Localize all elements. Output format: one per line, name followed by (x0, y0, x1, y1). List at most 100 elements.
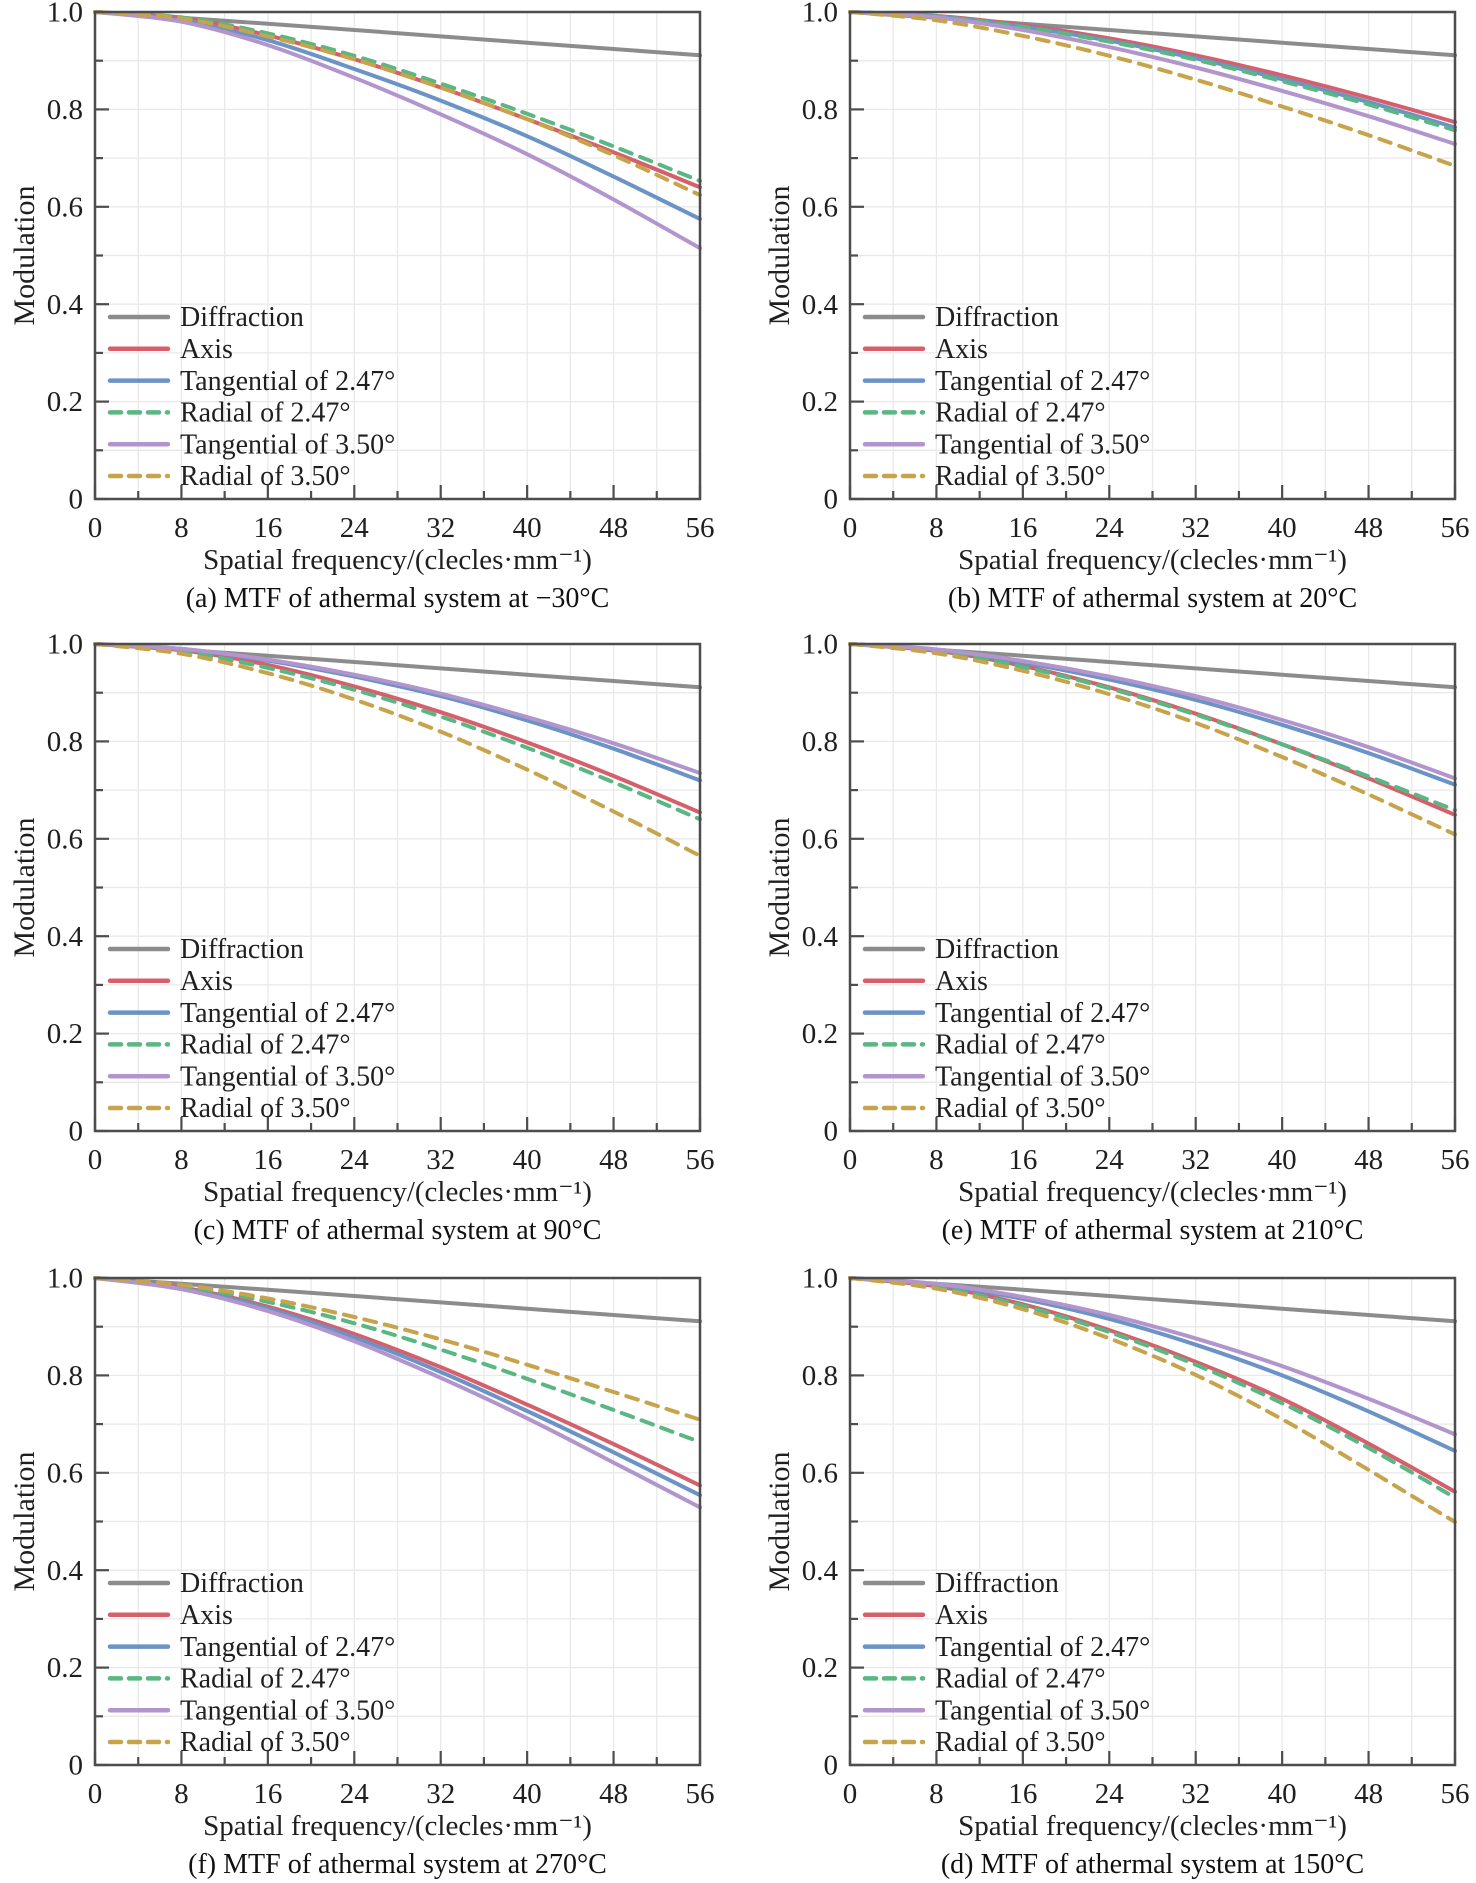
series-curves (848, 642, 1457, 837)
series-line-tangential-of-3.50 (93, 642, 702, 776)
x-tick-label: 24 (340, 512, 370, 544)
legend-label: Tangential of 2.47° (180, 998, 395, 1029)
legend-label: Axis (935, 334, 988, 365)
x-axis-label: Spatial frequency/(clecles·mm⁻¹) (203, 1176, 592, 1208)
legend-item-radial-of-3.50: Radial of 3.50° (107, 1093, 351, 1124)
y-tick-label: 0.8 (802, 1360, 838, 1392)
legend-item-axis: Axis (862, 1600, 988, 1631)
y-tick-label: 0.6 (802, 191, 838, 223)
legend-label: Tangential of 2.47° (935, 366, 1150, 397)
legend-label: Tangential of 3.50° (180, 429, 395, 460)
x-tick-label: 8 (174, 1144, 189, 1176)
legend-item-tangential-of-3.50: Tangential of 3.50° (107, 1695, 395, 1726)
x-tick-label: 56 (686, 1778, 715, 1810)
y-tick-label: 0.4 (47, 921, 84, 953)
y-tick-label: 0 (69, 1750, 84, 1782)
chart-c: 0 8 16 24 32 40 48 56 0 0.2 0.4 0.6 0.8 1.0 Spatial fr… (8, 632, 715, 1208)
legend-item-radial-of-3.50: Radial of 3.50° (862, 461, 1106, 492)
y-tick-label: 1.0 (802, 0, 838, 29)
series-line-radial-of-3.50 (93, 642, 702, 858)
x-axis-label: Spatial frequency/(clecles·mm⁻¹) (958, 1176, 1347, 1208)
y-axis-label: Modulation (763, 1452, 796, 1592)
y-tick-label: 1.0 (802, 1266, 838, 1295)
y-axis-label: Modulation (8, 818, 41, 958)
y-tick-label: 0.2 (47, 386, 83, 418)
x-tick-label: 0 (88, 1144, 103, 1176)
legend-label: Diffraction (935, 1568, 1059, 1599)
x-axis-label: Spatial frequency/(clecles·mm⁻¹) (203, 1810, 592, 1842)
y-tick-label: 1.0 (47, 1266, 83, 1295)
chart-f: 0 8 16 24 32 40 48 56 0 0.2 0.4 0.6 0.8 1.0 Spatial fr… (8, 1266, 715, 1842)
y-tick-label: 1.0 (802, 632, 838, 661)
x-tick-label: 32 (1181, 1778, 1210, 1810)
x-tick-label: 16 (253, 512, 282, 544)
legend-item-diffraction: Diffraction (107, 302, 304, 333)
y-tick-label: 0.4 (802, 289, 839, 321)
x-tick-label: 16 (1008, 1778, 1037, 1810)
legend-item-axis: Axis (107, 1600, 233, 1631)
legend-item-diffraction: Diffraction (862, 1568, 1059, 1599)
tick-labels: 0 8 16 24 32 40 48 56 0 0.2 0.4 0.6 0.8 1.0 (802, 632, 1470, 1176)
legend-label: Diffraction (180, 934, 304, 965)
panel-e: 0 8 16 24 32 40 48 56 0 0.2 0.4 0.6 0.8 1.0 Spatial fr… (755, 632, 1476, 1248)
y-axis-label: Modulation (763, 818, 796, 958)
legend-item-tangential-of-2.47: Tangential of 2.47° (862, 366, 1150, 397)
chart-d: 0 8 16 24 32 40 48 56 0 0.2 0.4 0.6 0.8 1.0 Spatial fr… (763, 1266, 1470, 1842)
legend-label: Diffraction (935, 302, 1059, 333)
y-tick-label: 0.6 (47, 823, 83, 855)
legend-item-radial-of-2.47: Radial of 2.47° (107, 1664, 351, 1695)
y-axis-label: Modulation (8, 186, 41, 326)
legend-item-radial-of-3.50: Radial of 3.50° (107, 461, 351, 492)
tick-labels: 0 8 16 24 32 40 48 56 0 0.2 0.4 0.6 0.8 1.0 (802, 0, 1470, 544)
series-line-radial-of-3.50 (848, 642, 1457, 837)
x-tick-label: 24 (1095, 512, 1125, 544)
legend-label: Diffraction (935, 934, 1059, 965)
y-tick-label: 1.0 (47, 0, 83, 29)
tick-labels: 0 8 16 24 32 40 48 56 0 0.2 0.4 0.6 0.8 1.0 (47, 632, 715, 1176)
x-tick-label: 56 (1441, 512, 1470, 544)
x-axis-label: Spatial frequency/(clecles·mm⁻¹) (203, 544, 592, 576)
legend-item-tangential-of-3.50: Tangential of 3.50° (107, 1061, 395, 1092)
legend-item-tangential-of-3.50: Tangential of 3.50° (107, 429, 395, 460)
legend-item-diffraction: Diffraction (862, 302, 1059, 333)
legend-label: Tangential of 3.50° (935, 429, 1150, 460)
x-tick-label: 40 (1268, 1778, 1297, 1810)
axis-ticks (848, 1276, 1457, 1767)
x-tick-label: 48 (599, 1778, 628, 1810)
caption-b: (b) MTF of athermal system at 20°C (947, 583, 1358, 614)
legend-item-radial-of-3.50: Radial of 3.50° (107, 1727, 351, 1758)
grid (95, 1278, 700, 1765)
series-line-tangential-of-3.50 (848, 10, 1457, 146)
series-line-radial-of-3.50 (848, 10, 1457, 168)
x-tick-label: 48 (599, 1144, 628, 1176)
legend-label: Tangential of 2.47° (935, 1632, 1150, 1663)
legend-label: Diffraction (180, 302, 304, 333)
y-tick-label: 0.2 (47, 1018, 83, 1050)
y-tick-label: 0.2 (47, 1652, 83, 1684)
y-tick-label: 0.2 (802, 1018, 838, 1050)
caption-d: (d) MTF of athermal system at 150°C (940, 1849, 1365, 1880)
legend-item-radial-of-2.47: Radial of 2.47° (862, 1664, 1106, 1695)
x-tick-label: 40 (1268, 512, 1297, 544)
y-tick-label: 0.8 (802, 94, 838, 126)
panel-d: 0 8 16 24 32 40 48 56 0 0.2 0.4 0.6 0.8 1.0 Spatial fr… (755, 1266, 1476, 1882)
series-line-tangential-of-3.50 (93, 10, 702, 251)
legend-label: Radial of 2.47° (180, 1030, 351, 1061)
panel-f: 0 8 16 24 32 40 48 56 0 0.2 0.4 0.6 0.8 1.0 Spatial fr… (0, 1266, 738, 1882)
x-tick-label: 8 (929, 512, 944, 544)
series-line-radial-of-2.47 (93, 642, 702, 822)
grid (850, 12, 1455, 499)
series-curves (93, 10, 702, 251)
y-tick-label: 1.0 (47, 632, 83, 661)
chart-a: 0 8 16 24 32 40 48 56 0 0.2 0.4 0.6 0.8 1.0 Spatial fr… (8, 0, 715, 576)
y-tick-label: 0.4 (47, 289, 84, 321)
axis-ticks (93, 10, 702, 501)
series-line-radial-of-3.50 (93, 1276, 702, 1422)
x-tick-label: 24 (340, 1144, 370, 1176)
y-tick-label: 0.4 (47, 1555, 84, 1587)
legend-label: Axis (180, 334, 233, 365)
